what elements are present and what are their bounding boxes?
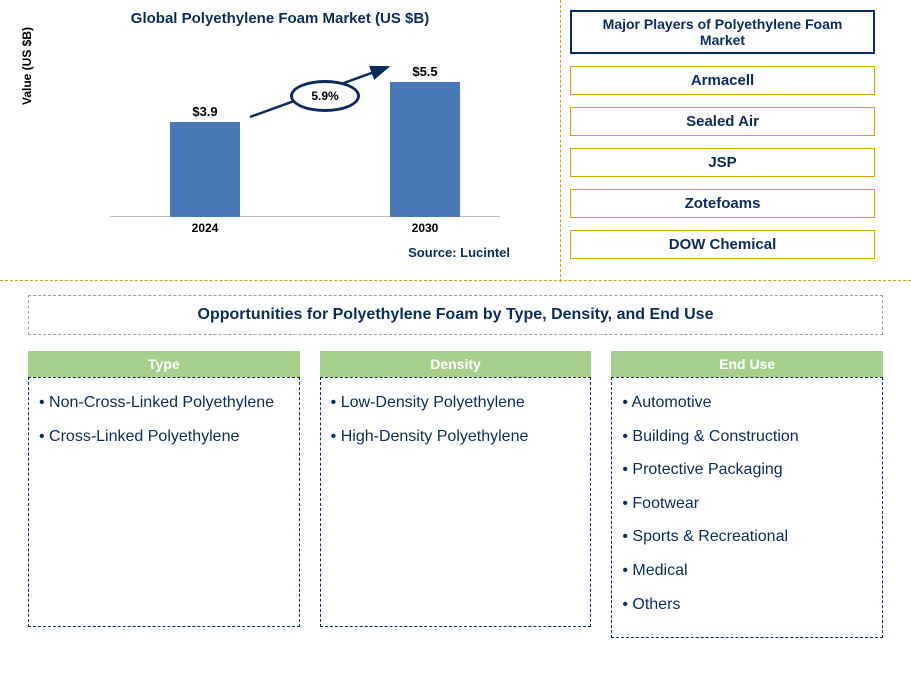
list-item: Automotive: [622, 392, 872, 414]
bar-category-label: 2024: [170, 221, 240, 235]
vertical-divider: [560, 0, 561, 282]
column-header: Type: [28, 351, 300, 377]
y-axis-label: Value (US $B): [20, 27, 34, 105]
list-item: Footwear: [622, 493, 872, 515]
growth-arrow: [80, 37, 540, 237]
player-box: Armacell: [570, 66, 875, 95]
list-item: Protective Packaging: [622, 459, 872, 481]
list-item: Others: [622, 594, 872, 616]
opportunity-column: Density Low-Density Polyethylene High-Dens…: [320, 351, 592, 638]
players-title: Major Players of Polyethylene Foam Marke…: [570, 10, 875, 54]
opportunity-column: End Use Automotive Building & Construction…: [611, 351, 883, 638]
list-item: Cross-Linked Polyethylene: [39, 426, 289, 448]
list-item: Medical: [622, 560, 872, 582]
chart-title: Global Polyethylene Foam Market (US $B): [30, 10, 530, 27]
player-box: Zotefoams: [570, 189, 875, 218]
chart-bar: $5.52030: [390, 82, 460, 217]
list-item: Building & Construction: [622, 426, 872, 448]
list-item: Low-Density Polyethylene: [331, 392, 581, 414]
growth-rate-oval: 5.9%: [290, 80, 360, 112]
player-box: JSP: [570, 148, 875, 177]
chart-bar: $3.92024: [170, 122, 240, 217]
opportunities-section: Opportunities for Polyethylene Foam by T…: [0, 281, 911, 648]
bar-chart: 5.9% $3.92024$5.52030: [80, 37, 530, 237]
horizontal-divider: [0, 280, 911, 281]
opportunity-column: Type Non-Cross-Linked Polyethylene Cross-L…: [28, 351, 300, 638]
bar-category-label: 2030: [390, 221, 460, 235]
column-body: Automotive Building & Construction Protect…: [611, 377, 883, 638]
chart-source: Source: Lucintel: [30, 245, 530, 260]
column-body: Low-Density Polyethylene High-Density Pol…: [320, 377, 592, 627]
column-body: Non-Cross-Linked Polyethylene Cross-Linke…: [28, 377, 300, 627]
opportunities-title: Opportunities for Polyethylene Foam by T…: [28, 295, 883, 335]
bar-value-label: $5.5: [390, 64, 460, 79]
players-section: Major Players of Polyethylene Foam Marke…: [560, 0, 890, 281]
player-box: Sealed Air: [570, 107, 875, 136]
player-box: DOW Chemical: [570, 230, 875, 259]
column-header: Density: [320, 351, 592, 377]
growth-rate-value: 5.9%: [311, 89, 338, 103]
list-item: Sports & Recreational: [622, 526, 872, 548]
list-item: Non-Cross-Linked Polyethylene: [39, 392, 289, 414]
list-item: High-Density Polyethylene: [331, 426, 581, 448]
bar-value-label: $3.9: [170, 104, 240, 119]
chart-section: Global Polyethylene Foam Market (US $B) …: [0, 0, 560, 281]
column-header: End Use: [611, 351, 883, 377]
